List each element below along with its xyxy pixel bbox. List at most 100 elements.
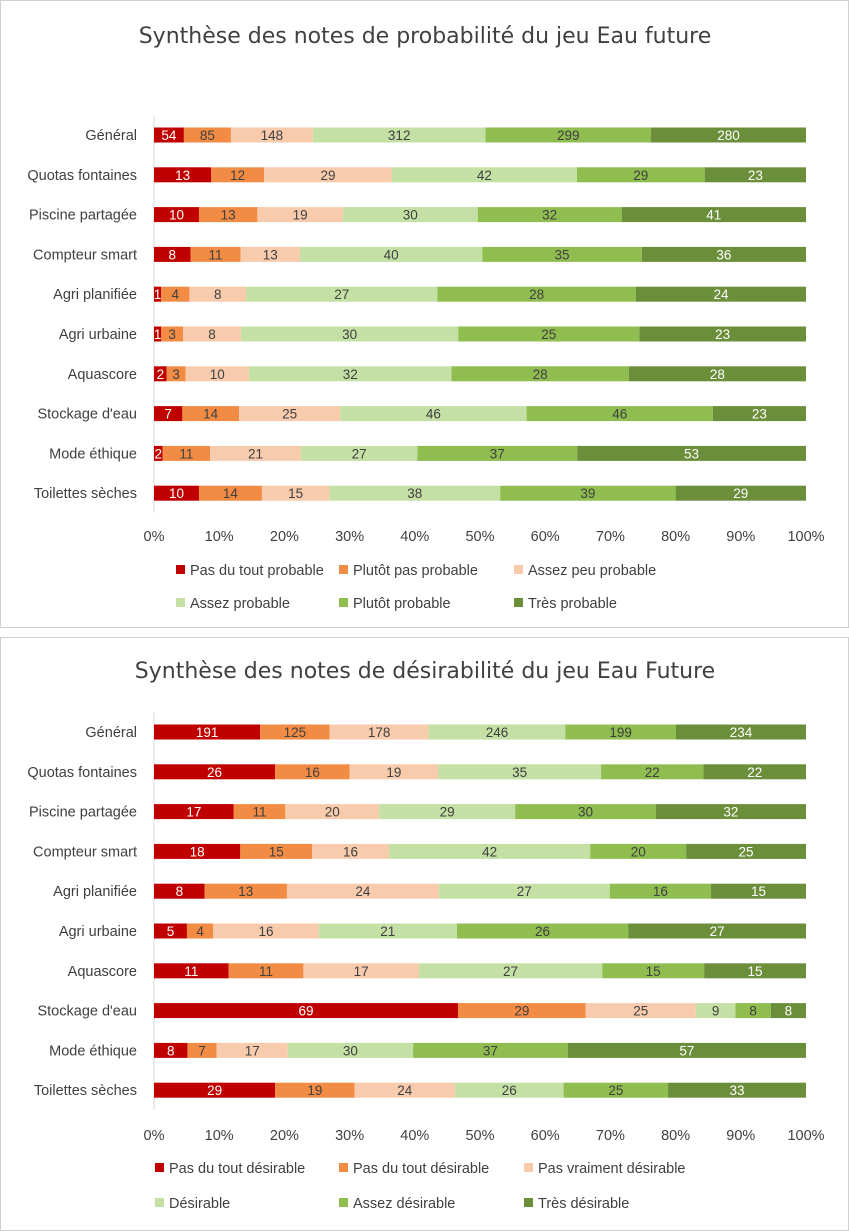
probability-tick-label: 80% bbox=[661, 529, 690, 545]
probability-data-label: 38 bbox=[407, 486, 422, 501]
desirability-bar-segment bbox=[285, 804, 380, 820]
desirability-legend-swatch bbox=[155, 1198, 164, 1207]
desirability-bar-segment bbox=[413, 1042, 568, 1058]
probability-bar-segment bbox=[211, 167, 265, 183]
probability-data-label: 23 bbox=[748, 168, 763, 183]
probability-data-label: 39 bbox=[580, 486, 595, 501]
desirability-legend-label: Pas vraiment désirable bbox=[538, 1161, 686, 1177]
probability-bar-segment bbox=[154, 485, 199, 501]
desirability-bar-segment bbox=[260, 724, 330, 740]
desirability-data-label: 27 bbox=[503, 964, 518, 979]
desirability-bar-segment bbox=[154, 1003, 458, 1019]
desirability-category-label: Agri planifiée bbox=[53, 884, 137, 900]
probability-bar-segment bbox=[240, 246, 300, 262]
desirability-bar-segment bbox=[233, 804, 286, 820]
probability-data-label: 148 bbox=[261, 128, 284, 143]
probability-bar-segment bbox=[641, 246, 806, 262]
probability-data-label: 21 bbox=[248, 446, 263, 461]
probability-bar-segment bbox=[342, 207, 478, 223]
probability-bar-segment bbox=[189, 286, 247, 302]
desirability-bar-segment bbox=[770, 1003, 806, 1019]
desirability-bar-segment bbox=[329, 724, 429, 740]
desirability-legend-label: Pas du tout désirable bbox=[353, 1161, 489, 1177]
probability-bar-segment bbox=[261, 485, 330, 501]
desirability-bar-segment bbox=[312, 843, 389, 859]
desirability-tick-label: 50% bbox=[465, 1128, 494, 1144]
desirability-data-label: 25 bbox=[608, 1083, 623, 1098]
probability-data-label: 32 bbox=[343, 367, 358, 382]
probability-category-label: Mode éthique bbox=[49, 446, 137, 462]
probability-bar-segment bbox=[485, 127, 652, 143]
desirability-bar-segment bbox=[565, 724, 676, 740]
probability-legend-swatch bbox=[176, 598, 185, 607]
desirability-bar-segment bbox=[154, 764, 276, 780]
desirability-data-label: 22 bbox=[645, 765, 660, 780]
desirability-legend-swatch bbox=[524, 1163, 533, 1172]
probability-data-label: 10 bbox=[210, 367, 225, 382]
desirability-bar-segment bbox=[695, 1003, 736, 1019]
probability-bar-segment bbox=[154, 326, 162, 342]
probability-tick-label: 50% bbox=[465, 529, 494, 545]
desirability-data-label: 25 bbox=[633, 1004, 648, 1019]
desirability-data-label: 8 bbox=[749, 1004, 757, 1019]
probability-bar-segment bbox=[340, 406, 527, 422]
desirability-category-label: Toilettes sèches bbox=[34, 1083, 137, 1099]
probability-bar-segment bbox=[651, 127, 806, 143]
desirability-bar-segment bbox=[711, 883, 806, 899]
desirability-chart: Synthèse des notes de désirabilité du je… bbox=[27, 659, 824, 1212]
probability-tick-label: 30% bbox=[335, 529, 364, 545]
probability-legend-swatch bbox=[339, 565, 348, 574]
probability-data-label: 25 bbox=[541, 327, 556, 342]
desirability-category-label: Mode éthique bbox=[49, 1043, 137, 1059]
probability-data-label: 24 bbox=[713, 287, 729, 302]
desirability-bar-segment bbox=[303, 963, 419, 979]
desirability-data-label: 234 bbox=[730, 725, 753, 740]
desirability-category-label: Compteur smart bbox=[33, 844, 137, 860]
desirability-bar-segment bbox=[186, 923, 214, 939]
probability-bar-segment bbox=[264, 167, 392, 183]
probability-bar-segment bbox=[182, 406, 240, 422]
desirability-data-label: 29 bbox=[440, 805, 455, 820]
probability-bar-segment bbox=[154, 286, 162, 302]
probability-bar-segment bbox=[210, 445, 301, 461]
desirability-bar-segment bbox=[703, 764, 806, 780]
desirability-bar-segment bbox=[735, 1003, 771, 1019]
desirability-data-label: 29 bbox=[514, 1004, 529, 1019]
desirability-data-label: 199 bbox=[609, 725, 632, 740]
desirability-tick-label: 30% bbox=[335, 1128, 364, 1144]
probability-bar-segment bbox=[154, 366, 167, 382]
probability-legend-swatch bbox=[176, 565, 185, 574]
probability-bar-segment bbox=[246, 286, 438, 302]
probability-data-label: 13 bbox=[175, 168, 190, 183]
probability-legend-label: Plutôt pas probable bbox=[353, 563, 478, 579]
desirability-data-label: 16 bbox=[653, 884, 668, 899]
probability-data-label: 36 bbox=[716, 247, 731, 262]
desirability-data-label: 30 bbox=[343, 1043, 358, 1058]
desirability-bar-segment bbox=[628, 923, 806, 939]
probability-data-label: 8 bbox=[208, 327, 216, 342]
desirability-bar-segment bbox=[354, 1082, 455, 1098]
probability-data-label: 8 bbox=[214, 287, 222, 302]
probability-data-label: 7 bbox=[164, 407, 172, 422]
probability-bar-segment bbox=[154, 445, 163, 461]
desirability-bar-segment bbox=[675, 724, 806, 740]
probability-category-label: Piscine partagée bbox=[29, 208, 137, 224]
desirability-tick-label: 100% bbox=[787, 1128, 824, 1144]
probability-bar-segment bbox=[182, 326, 241, 342]
desirability-bar-segment bbox=[563, 1082, 669, 1098]
probability-data-label: 3 bbox=[172, 367, 180, 382]
probability-data-label: 23 bbox=[752, 407, 767, 422]
desirability-data-label: 16 bbox=[305, 765, 320, 780]
probability-data-label: 54 bbox=[161, 128, 177, 143]
desirability-bar-segment bbox=[567, 1042, 806, 1058]
desirability-bar-segment bbox=[704, 963, 806, 979]
probability-chart: Synthèse des notes de probabilité du jeu… bbox=[27, 24, 824, 612]
probability-bar-segment bbox=[621, 207, 806, 223]
probability-data-label: 53 bbox=[684, 446, 699, 461]
desirability-bar-segment bbox=[655, 804, 806, 820]
desirability-legend-label: Très désirable bbox=[538, 1196, 629, 1212]
desirability-bar-segment bbox=[318, 923, 457, 939]
probability-bar-segment bbox=[154, 207, 199, 223]
desirability-data-label: 15 bbox=[646, 964, 661, 979]
probability-bar-segment bbox=[526, 406, 713, 422]
